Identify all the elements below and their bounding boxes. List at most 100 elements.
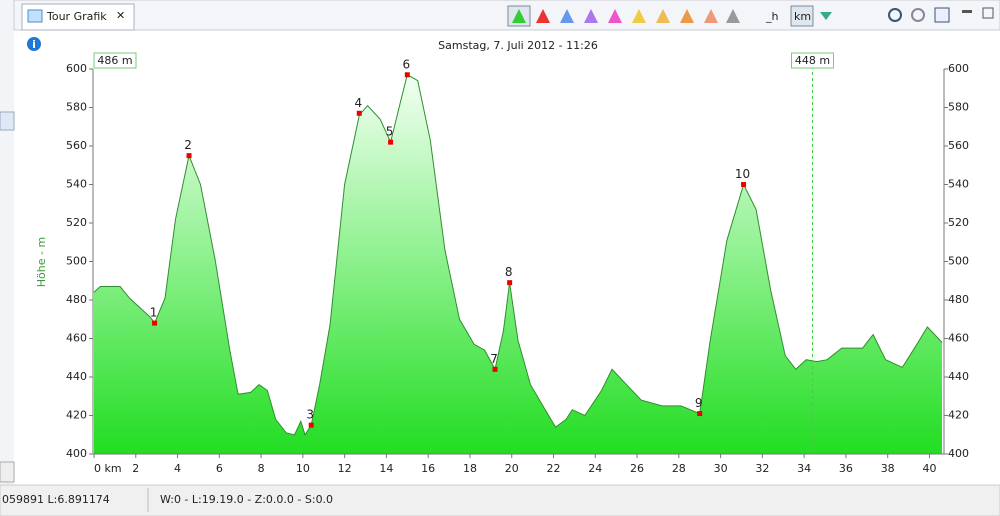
x-tick-label: 38 xyxy=(881,462,895,475)
side-item xyxy=(0,111,15,131)
info-glyph: i xyxy=(32,38,36,51)
x-tick-label: 30 xyxy=(714,462,728,475)
marker-label: 2 xyxy=(184,138,192,152)
marker-label: 8 xyxy=(505,265,513,279)
tool-label[interactable]: km xyxy=(794,10,811,23)
marker-label: 7 xyxy=(490,352,498,366)
tool-icon[interactable] xyxy=(608,9,622,23)
x-tick-label: 12 xyxy=(338,462,352,475)
tool-icon[interactable] xyxy=(704,9,718,23)
y-tick-label: 420 xyxy=(66,409,87,422)
marker xyxy=(507,280,513,286)
y2-tick-label: 480 xyxy=(948,293,969,306)
y2-tick-label: 460 xyxy=(948,332,969,345)
marker xyxy=(741,182,747,187)
y-tick-label: 480 xyxy=(66,293,87,306)
y2-tick-label: 600 xyxy=(948,62,969,75)
tool-icon[interactable] xyxy=(726,9,740,23)
y2-tick-label: 420 xyxy=(948,409,969,422)
cursor-label: 448 m xyxy=(795,54,830,67)
x-tick-label: 6 xyxy=(216,462,223,475)
marker xyxy=(697,411,703,417)
marker xyxy=(356,110,362,116)
x-tick-label: 18 xyxy=(463,462,477,475)
maximize[interactable] xyxy=(982,7,994,19)
tab-icon xyxy=(27,9,43,23)
marker xyxy=(388,139,394,145)
zoom-in[interactable] xyxy=(888,8,902,22)
side-panel xyxy=(0,0,14,485)
status-text: 059891 L:6.891174 xyxy=(2,493,110,506)
toolbar: _h km xyxy=(507,5,994,27)
y2-tick-label: 400 xyxy=(948,447,969,460)
marker xyxy=(404,72,410,78)
y-tick-label: 400 xyxy=(66,447,87,460)
marker-label: 9 xyxy=(695,396,703,410)
y-tick-label: 580 xyxy=(66,101,87,114)
tool-icon[interactable] xyxy=(656,9,670,23)
tool-icon[interactable] xyxy=(680,9,694,23)
x-tick-label: 36 xyxy=(839,462,853,475)
scroll-button[interactable] xyxy=(0,461,15,483)
tool-icon[interactable] xyxy=(536,9,550,23)
x-tick-label: 28 xyxy=(672,462,686,475)
y-tick-label: 560 xyxy=(66,139,87,152)
tool-icon[interactable] xyxy=(584,9,598,23)
tool-button[interactable] xyxy=(790,5,814,27)
y-tick-label: 520 xyxy=(66,216,87,229)
y-tick-label: 460 xyxy=(66,332,87,345)
y-tick-label: 440 xyxy=(66,370,87,383)
y-tick-label: 600 xyxy=(66,62,87,75)
y-tick-label: 500 xyxy=(66,255,87,268)
marker-label: 3 xyxy=(306,408,314,422)
zoom-fit[interactable] xyxy=(934,7,950,23)
cursor-box xyxy=(93,52,137,69)
marker xyxy=(186,153,192,159)
y2-tick-label: 540 xyxy=(948,178,969,191)
tab-bar xyxy=(13,0,1000,31)
minimize[interactable] xyxy=(962,10,972,13)
cursor-label: 486 m xyxy=(97,54,132,67)
x-tick-label: 24 xyxy=(588,462,602,475)
marker-label: 4 xyxy=(354,96,362,110)
marker-label: 1 xyxy=(150,306,158,320)
tool-icon[interactable] xyxy=(560,9,574,23)
tool-icon[interactable] xyxy=(632,9,646,23)
marker xyxy=(492,366,498,372)
area-fill xyxy=(94,74,942,455)
y2-tick-label: 440 xyxy=(948,370,969,383)
marker-label: 10 xyxy=(735,167,750,181)
y-axis-label: Höhe - m xyxy=(35,237,48,287)
info-icon[interactable] xyxy=(27,37,41,51)
x-tick-label: 10 xyxy=(296,462,310,475)
y2-tick-label: 580 xyxy=(948,101,969,114)
x-tick-label: 2 xyxy=(132,462,139,475)
x-tick-label: 0 km xyxy=(94,462,122,475)
x-tick-label: 4 xyxy=(174,462,181,475)
marker-label: 6 xyxy=(402,57,410,71)
y-tick-label: 540 xyxy=(66,178,87,191)
status-bar xyxy=(0,484,1000,516)
tool-label[interactable]: _h xyxy=(765,10,779,23)
tool-icon[interactable] xyxy=(820,12,832,20)
tool-icon xyxy=(512,9,526,23)
y2-tick-label: 500 xyxy=(948,255,969,268)
x-tick-label: 40 xyxy=(922,462,936,475)
x-tick-label: 26 xyxy=(630,462,644,475)
status-text: W:0 - L:19.19.0 - Z:0.0.0 - S:0.0 xyxy=(160,493,333,506)
chart-title: Samstag, 7. Juli 2012 - 11:26 xyxy=(438,39,598,52)
y2-tick-label: 520 xyxy=(948,216,969,229)
x-tick-label: 14 xyxy=(379,462,393,475)
x-tick-label: 20 xyxy=(505,462,519,475)
tab-close[interactable]: ✕ xyxy=(116,9,125,22)
marker xyxy=(308,422,314,428)
x-tick-label: 8 xyxy=(258,462,265,475)
zoom-out[interactable] xyxy=(911,8,925,22)
cursor-box xyxy=(791,52,835,69)
chart: Samstag, 7. Juli 2012 - 11:26 Höhe - m xyxy=(35,39,598,287)
x-tick-label: 34 xyxy=(797,462,811,475)
tab-title: Tour Grafik xyxy=(46,10,107,23)
area-line xyxy=(93,74,943,436)
marker xyxy=(152,320,158,326)
